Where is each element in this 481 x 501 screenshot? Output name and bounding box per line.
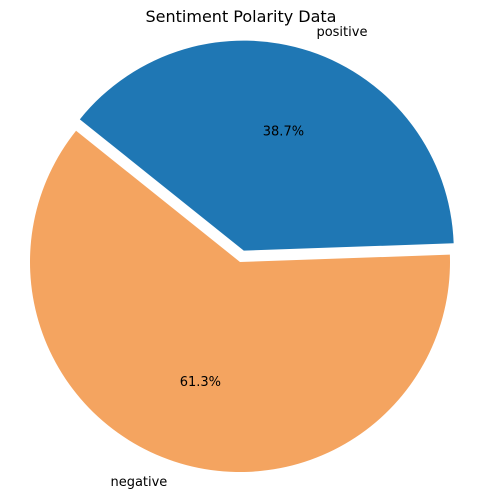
pie-labels: 38.7% positive 61.3% negative xyxy=(110,25,367,490)
slice-category-label: negative xyxy=(110,475,167,490)
chart-title: Sentiment Polarity Data xyxy=(146,7,337,26)
slice-percent-label: 61.3% xyxy=(180,375,221,390)
pie-slice-negative xyxy=(30,130,450,472)
slice-percent-label: 38.7% xyxy=(263,125,304,140)
pie-slices xyxy=(30,40,454,472)
pie-slice-positive xyxy=(79,40,454,251)
slice-category-label: positive xyxy=(316,25,367,40)
